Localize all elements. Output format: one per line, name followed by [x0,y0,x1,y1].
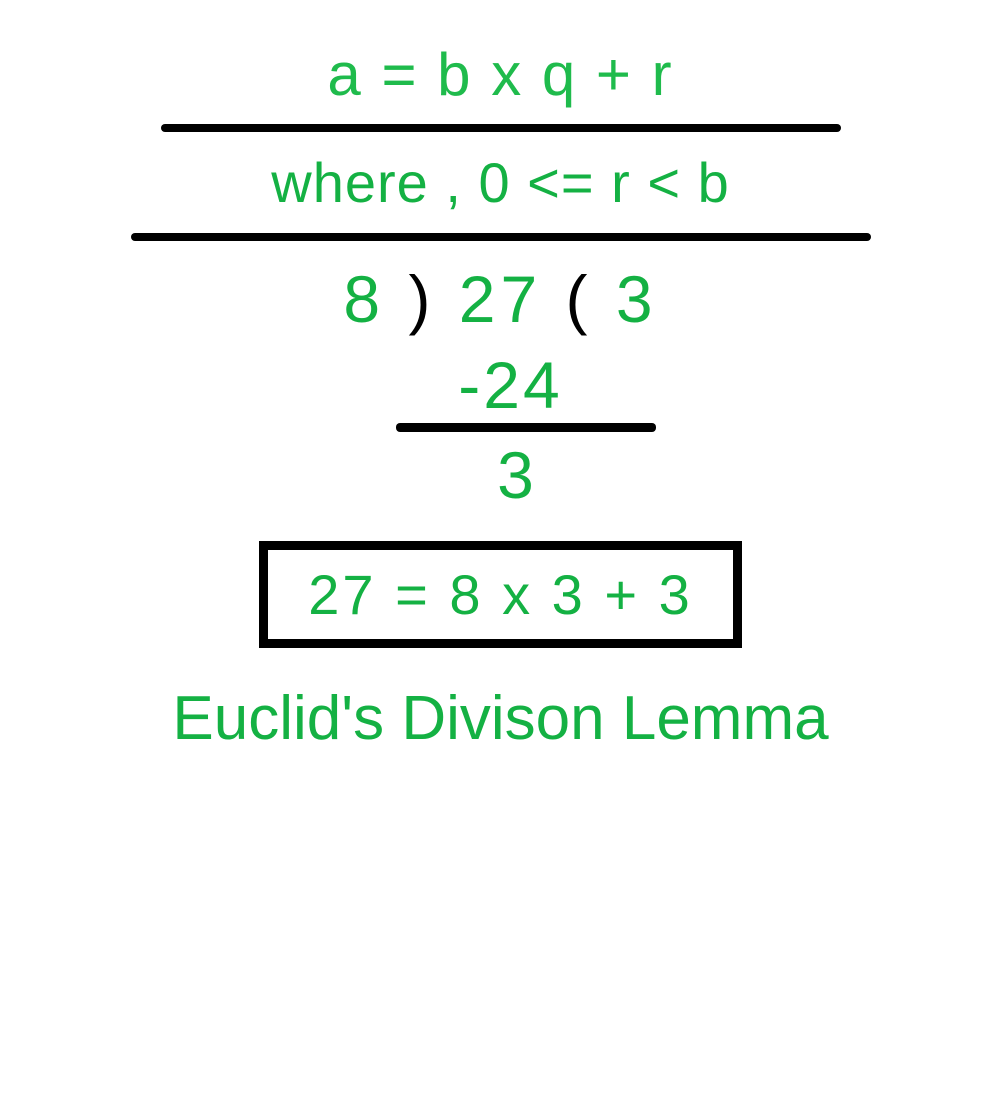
dividend-value: 27 [459,262,542,336]
close-paren: ) [408,262,458,336]
divider-line-3 [396,423,656,432]
divisor-value: 8 [343,262,385,336]
divider-line-1 [161,124,841,132]
subtract-value: -24 [458,347,562,423]
quotient-value: 3 [616,262,658,336]
result-box: 27 = 8 x 3 + 3 [259,541,741,648]
formula-text: a = b x q + r [327,40,673,109]
condition-text: where , 0 <= r < b [271,150,729,215]
long-division-row: 8 ) 27 ( 3 [343,261,657,337]
divider-line-2 [131,233,871,241]
remainder-value: 3 [497,437,534,513]
open-paren: ( [566,262,616,336]
diagram-title: Euclid's Divison Lemma [172,683,828,754]
